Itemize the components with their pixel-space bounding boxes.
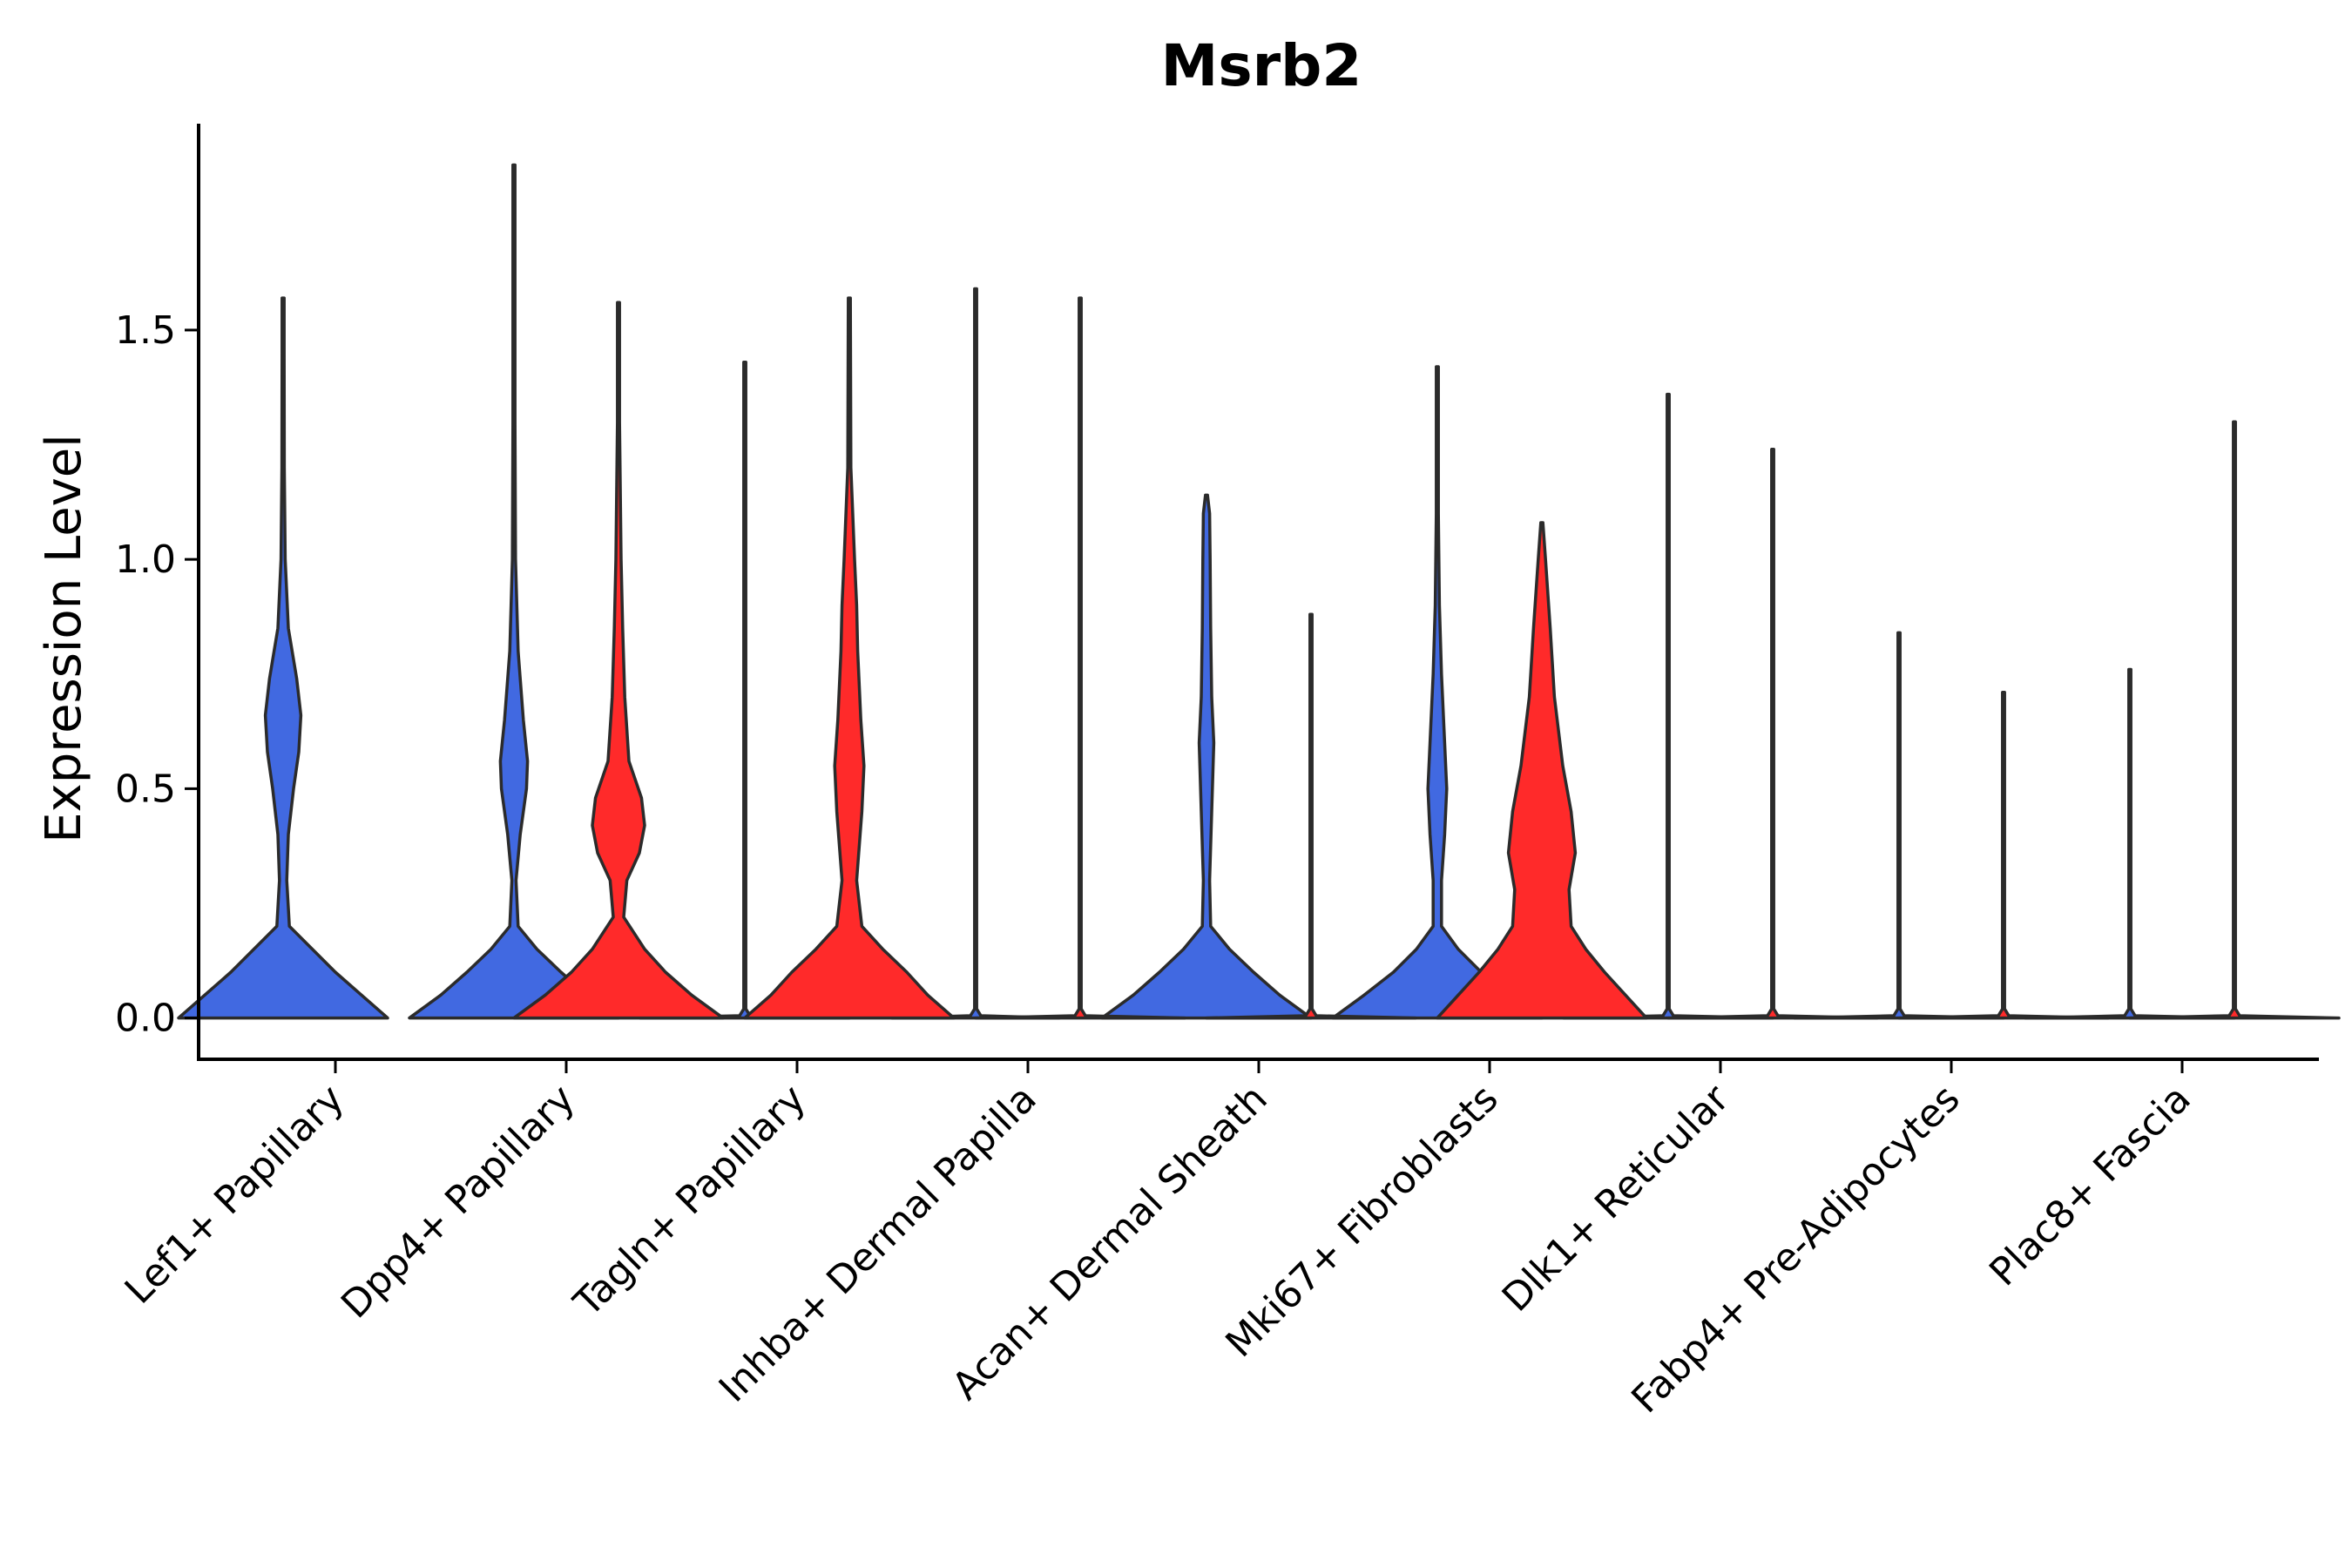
violins-group (177, 163, 2341, 1020)
x-tick-label: Dpp4+ Papillary (333, 1077, 584, 1328)
violin-group-blue-4 (1100, 493, 1313, 1020)
y-tick-label: 1.0 (115, 537, 176, 582)
y-tick-label: 0.5 (115, 767, 176, 811)
violin-group-red-4 (1205, 612, 1417, 1020)
y-ticks-group: 0.0 0.5 1.0 1.5 (115, 308, 199, 1041)
violin-group-red-2 (743, 296, 956, 1020)
violin-group-blue-0 (177, 296, 389, 1020)
y-axis-title: Expression Level (36, 434, 92, 843)
violin-group-blue-8 (2024, 667, 2236, 1020)
violin-group-red-5 (1436, 521, 1648, 1020)
x-tick-label: Plac8+ Fascia (1981, 1077, 2200, 1295)
violin-group-blue-1 (408, 163, 620, 1020)
violin-group-blue-6 (1562, 392, 1774, 1020)
violin-group-blue-5 (1331, 365, 1544, 1020)
violin-group-red-6 (1666, 448, 1879, 1020)
x-tick-label: Lef1+ Papillary (117, 1077, 353, 1313)
violin-group-blue-2 (639, 361, 851, 1020)
y-tick-label: 1.5 (115, 308, 176, 353)
violin-group-blue-3 (890, 287, 1061, 1020)
violin-group-red-1 (512, 301, 725, 1020)
chart-title: Msrb2 (1161, 32, 1362, 99)
x-tick-label: Dlk1+ Reticular (1494, 1076, 1739, 1321)
violin-group-red-3 (974, 296, 1186, 1020)
violin-group-blue-7 (1793, 631, 2005, 1020)
violin-group-red-8 (2128, 420, 2341, 1020)
y-tick-label: 0.0 (115, 997, 176, 1041)
x-tick-label: Tagln+ Papillary (565, 1077, 814, 1326)
violin-group-red-7 (1897, 691, 2110, 1020)
